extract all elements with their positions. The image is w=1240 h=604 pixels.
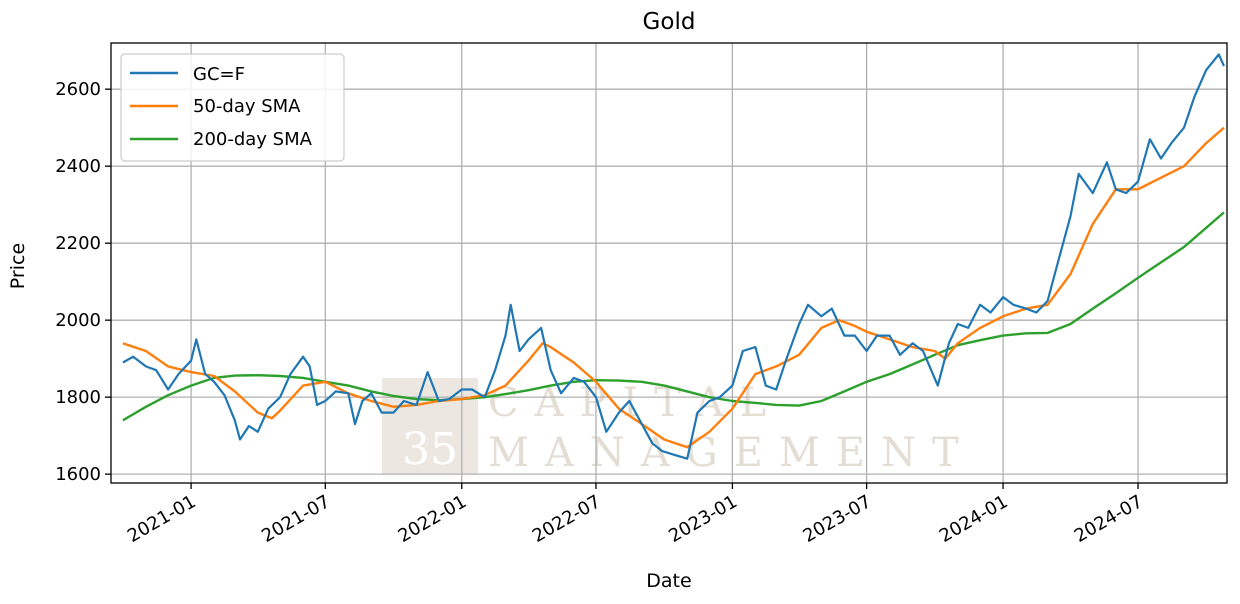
legend-box bbox=[120, 53, 345, 162]
chart-title: Gold bbox=[643, 9, 696, 35]
y-tick-label: 2600 bbox=[55, 79, 101, 100]
series-layer bbox=[122, 53, 1226, 460]
y-tick-label: 2000 bbox=[55, 310, 101, 331]
y-axis-title: Price bbox=[7, 243, 29, 289]
legend-label-gc: GC=F bbox=[193, 64, 245, 85]
x-axis-title: Date bbox=[646, 570, 691, 592]
watermark-badge-text: 35 bbox=[402, 424, 458, 475]
legend: GC=F 50-day SMA 200-day SMA bbox=[120, 53, 345, 162]
plot-area-frame bbox=[110, 42, 1228, 484]
y-tick-label: 1600 bbox=[55, 464, 101, 485]
series-gc-f-line bbox=[122, 53, 1226, 460]
legend-label-sma200: 200-day SMA bbox=[193, 129, 313, 150]
y-axis: 1600 1800 2000 2200 2400 2600 bbox=[55, 79, 111, 485]
y-tick-label: 1800 bbox=[55, 387, 101, 408]
watermark-line-2: MANAGEMENT bbox=[488, 430, 975, 476]
series-sma-200-line bbox=[122, 211, 1225, 422]
legend-label-sma50: 50-day SMA bbox=[193, 96, 301, 117]
y-tick-label: 2400 bbox=[55, 156, 101, 177]
series-sma-50-line bbox=[122, 126, 1225, 449]
y-tick-label: 2200 bbox=[55, 233, 101, 254]
grid bbox=[111, 43, 1227, 483]
